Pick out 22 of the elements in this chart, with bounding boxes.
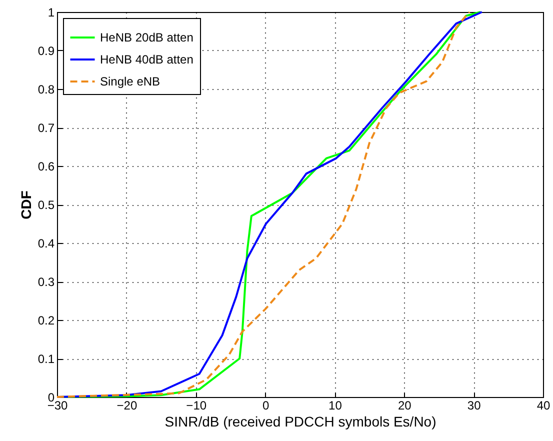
x-tick-label: −10 — [186, 398, 207, 412]
x-tick-label: 30 — [467, 398, 482, 412]
y-tick-label: 1 — [48, 6, 55, 20]
x-tick-label: 0 — [262, 398, 270, 412]
y-tick-label: 0.2 — [38, 314, 55, 328]
x-tick-label: 40 — [536, 398, 550, 412]
y-tick-label: 0.6 — [38, 160, 55, 174]
y-tick-label: 0.4 — [38, 236, 55, 250]
x-tick-label: 20 — [398, 398, 412, 412]
legend-label: Single eNB — [100, 74, 160, 88]
y-tick-label: 0.1 — [38, 352, 55, 366]
x-axis-title: SINR/dB (received PDCCH symbols Es/No) — [164, 414, 436, 430]
y-tick-label: 0.5 — [38, 198, 55, 212]
x-tick-label: 10 — [328, 398, 342, 412]
y-tick-label: 0.9 — [38, 44, 55, 58]
legend-label: HeNB 20dB atten — [100, 30, 194, 44]
y-tick-label: 0.8 — [38, 82, 55, 96]
x-tick-label: −20 — [116, 398, 138, 412]
y-axis-title: CDF — [18, 190, 34, 220]
y-tick-label: 0.7 — [38, 121, 55, 135]
legend-label: HeNB 40dB atten — [100, 52, 194, 66]
y-tick-label: 0.3 — [38, 275, 55, 289]
